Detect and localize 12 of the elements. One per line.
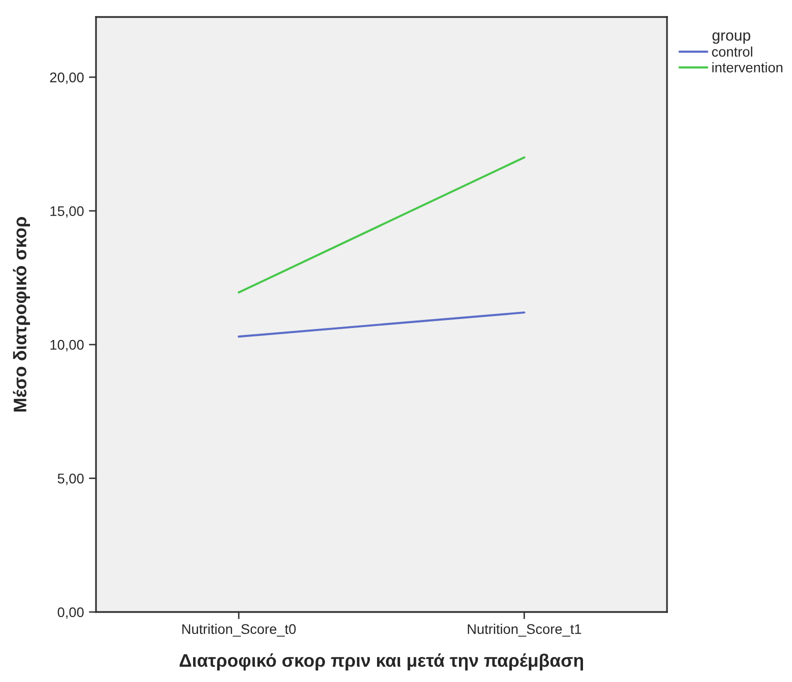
y-axis-title: Μέσο διατροφικό σκορ [12,217,30,412]
legend-label: intervention [712,62,782,72]
x-tick-label: Nutrition_Score_t0 [182,624,296,637]
legend-label: control [712,46,752,57]
y-tick-label: 15,00 [50,206,84,218]
y-tick-label: 5,00 [58,474,84,486]
x-axis-title: Διατροφικό σκορ πριν και μετά την παρέμβαση [180,653,583,670]
y-tick-label: 10,00 [50,340,84,352]
y-tick-label: 20,00 [50,72,84,84]
legend-title: group [712,32,750,44]
y-tick-label: 0,00 [58,607,84,619]
x-tick-label: Nutrition_Score_t1 [468,624,582,637]
